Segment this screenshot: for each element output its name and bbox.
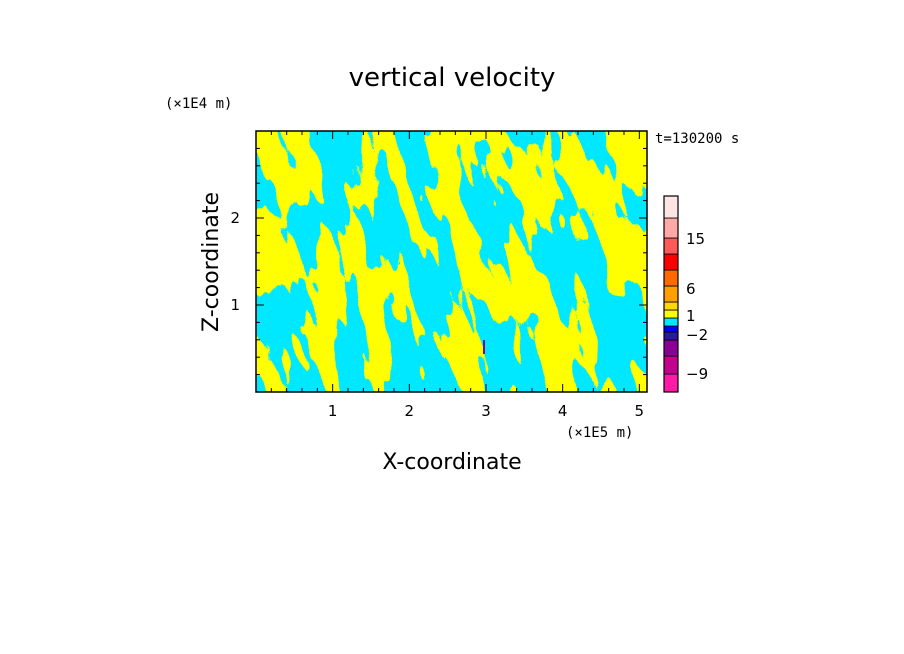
y-tick-label: 2 xyxy=(230,209,240,227)
colorbar-labels: 15 6 1 −2 −9 xyxy=(686,230,708,383)
colorbar-band xyxy=(663,309,679,319)
x-unit-label: (×1E5 m) xyxy=(566,425,633,441)
colorbar-band xyxy=(663,195,679,219)
chart-title: vertical velocity xyxy=(349,63,556,93)
colorbar-band xyxy=(663,373,679,393)
colorbar-band xyxy=(663,339,679,357)
colorbar-label: −9 xyxy=(686,365,708,383)
x-tick-label: 3 xyxy=(481,402,491,420)
y-unit-label: (×1E4 m) xyxy=(165,96,232,112)
x-tick-labels: 1 2 3 4 5 xyxy=(328,402,644,420)
colorbar-band xyxy=(663,253,679,271)
colorbar-frame xyxy=(663,195,679,393)
y-tick-labels: 12 xyxy=(230,209,240,314)
colorbar-label: 15 xyxy=(686,230,705,248)
colorbar-band xyxy=(663,269,679,287)
time-label: t=130200 s xyxy=(655,131,739,147)
x-tick-label: 5 xyxy=(635,402,645,420)
colorbar-band xyxy=(663,285,679,303)
y-axis-label: Z-coordinate xyxy=(199,192,224,332)
x-tick-label: 4 xyxy=(558,402,568,420)
colorbar-band xyxy=(663,355,679,375)
x-axis-label: X-coordinate xyxy=(382,450,521,475)
colorbar-label: −2 xyxy=(686,326,708,344)
x-tick-label: 2 xyxy=(405,402,415,420)
colorbar xyxy=(663,195,679,393)
axis-ticks xyxy=(256,131,647,392)
colorbar-band xyxy=(663,217,679,239)
plot-frame xyxy=(255,130,648,393)
y-tick-label: 1 xyxy=(230,296,240,314)
colorbar-label: 6 xyxy=(686,280,696,298)
updraft-core xyxy=(483,340,485,354)
colorbar-band xyxy=(663,325,679,333)
colorbar-band xyxy=(663,331,679,341)
colorbar-band xyxy=(663,301,679,311)
colorbar-band xyxy=(663,317,679,327)
colorbar-band xyxy=(663,237,679,255)
x-tick-label: 1 xyxy=(328,402,338,420)
colorbar-label: 1 xyxy=(686,307,696,325)
